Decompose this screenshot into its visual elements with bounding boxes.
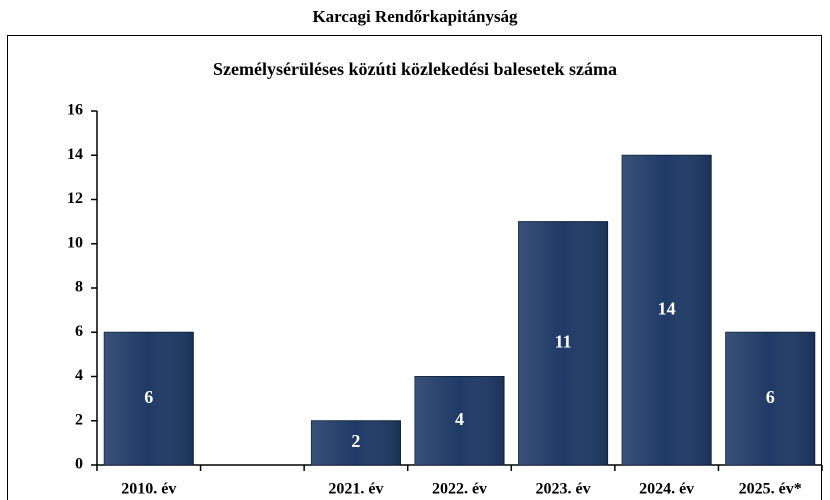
supertitle: Karcagi Rendőrkapitányság [312,7,518,26]
chart-title: Személysérüléses közúti közlekedési bale… [213,59,617,79]
x-tick-label: 2024. év [639,481,694,498]
value-label: 4 [455,409,464,429]
value-label: 6 [144,387,153,407]
y-tick-label: 10 [67,234,83,251]
value-label: 6 [766,387,775,407]
x-tick-label: 2023. év [536,481,591,498]
value-label: 2 [351,431,360,451]
x-tick-label: 2010. év [121,481,176,498]
y-tick-label: 2 [75,411,83,428]
y-tick-label: 4 [75,367,83,384]
y-tick-label: 12 [67,190,83,207]
y-tick-label: 8 [75,279,83,296]
chart: Karcagi Rendőrkapitányság Személysérülés… [0,0,830,500]
y-tick-label: 6 [75,323,83,340]
value-label: 14 [658,298,676,318]
x-tick-label: 2022. év [432,481,487,498]
x-tick-label: 2021. év [328,481,383,498]
x-tick-label: 2025. év* [739,481,802,498]
y-tick-label: 14 [67,146,83,163]
y-tick-label: 0 [75,456,83,473]
y-tick-label: 16 [67,102,83,119]
value-label: 11 [555,331,572,351]
